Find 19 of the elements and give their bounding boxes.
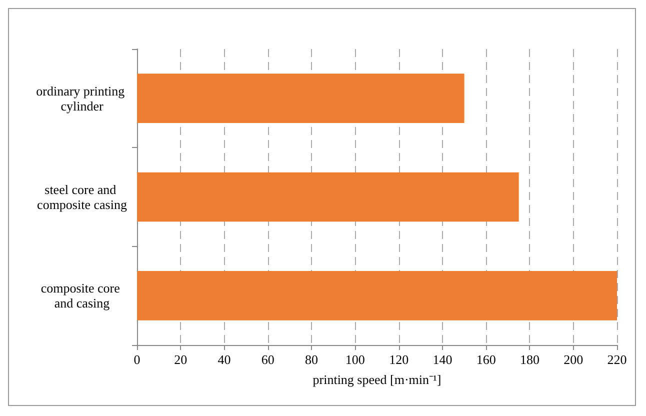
y-tick-label: ordinary printing cylinder: [36, 83, 128, 114]
x-tick-label: 160: [476, 352, 496, 367]
x-tick-label: 0: [134, 352, 140, 367]
x-tick-label: 200: [564, 352, 584, 367]
x-tick-label: 80: [305, 352, 318, 367]
x-tick-label: 60: [261, 352, 274, 367]
x-tick-label: 140: [432, 352, 452, 367]
bar: [137, 271, 617, 320]
y-tick-label: steel core and composite casing: [37, 182, 128, 212]
x-tick-label: 180: [520, 352, 540, 367]
y-tick-label: composite core and casing: [40, 280, 124, 311]
x-axis-title: printing speed [m·min⁻¹]: [312, 372, 442, 387]
x-tick-label: 120: [389, 352, 409, 367]
bar: [137, 74, 464, 123]
x-tick-label: 220: [607, 352, 627, 367]
x-tick-label: 20: [174, 352, 188, 367]
x-tick-label: 40: [218, 352, 231, 367]
x-tick-label: 100: [345, 352, 365, 367]
bar: [137, 172, 519, 222]
